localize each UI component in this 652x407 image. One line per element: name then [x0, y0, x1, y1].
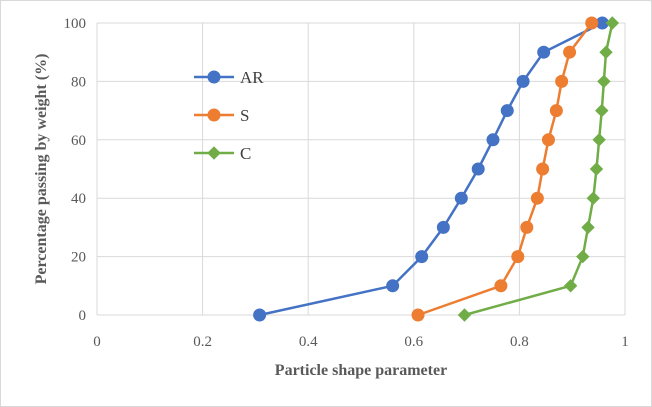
data-point-s	[536, 162, 550, 176]
data-point-c	[595, 103, 609, 118]
legend-marker	[207, 70, 221, 84]
x-tick-label: 0.4	[299, 334, 318, 350]
data-point-c	[605, 16, 620, 30]
tick-labels: 0 0.2 0.4 0.6 0.8 1 0 20 40 60 80 100	[64, 16, 629, 350]
series-ar	[253, 16, 609, 322]
data-point-ar	[486, 133, 500, 147]
data-point-c	[592, 133, 606, 147]
y-tick-label: 0	[79, 308, 87, 324]
data-point-s	[585, 16, 599, 30]
data-point-c	[597, 74, 611, 89]
data-point-s	[494, 279, 508, 293]
y-tick-label: 100	[64, 16, 87, 32]
data-point-c	[563, 279, 578, 293]
data-point-c	[581, 220, 595, 235]
data-point-ar	[500, 104, 514, 118]
series-line-ar	[259, 21, 603, 317]
x-tick-label: 0.8	[510, 334, 529, 350]
data-point-ar	[253, 308, 267, 322]
data-point-s	[541, 133, 555, 147]
x-axis-title: Particle shape parameter	[275, 362, 447, 379]
x-tick-label: 0.6	[404, 334, 423, 350]
data-point-c	[457, 308, 472, 322]
legend: AR SC	[194, 68, 264, 163]
data-point-s	[530, 191, 544, 205]
data-point-s	[555, 74, 569, 88]
data-point-ar	[415, 250, 429, 264]
data-point-s	[563, 45, 577, 59]
data-point-s	[520, 220, 534, 234]
series-s	[411, 16, 599, 322]
y-tick-label: 20	[71, 250, 86, 266]
data-point-s	[411, 308, 425, 322]
series-c	[457, 16, 620, 322]
data-point-ar	[516, 74, 530, 88]
legend-marker	[207, 108, 221, 122]
legend-label: S	[240, 106, 249, 125]
data-point-c	[589, 162, 604, 176]
y-axis-title: Percentage passing by weight (%)	[33, 54, 50, 285]
series-line-s	[417, 22, 593, 317]
data-point-ar	[454, 191, 468, 205]
y-tick-label: 40	[71, 191, 86, 207]
data-point-s	[511, 250, 525, 264]
legend-marker	[207, 146, 221, 160]
data-point-s	[549, 104, 563, 118]
data-point-c	[586, 191, 601, 205]
y-tick-label: 80	[71, 74, 86, 90]
legend-label: AR	[240, 68, 264, 87]
x-tick-label: 1	[621, 334, 629, 350]
data-point-ar	[537, 45, 551, 59]
legend-item-s: S	[194, 106, 249, 125]
y-tick-label: 60	[71, 133, 86, 149]
data-point-ar	[386, 279, 400, 293]
data-point-ar	[471, 162, 485, 176]
legend-label: C	[240, 144, 251, 163]
data-point-c	[599, 45, 613, 59]
x-tick-label: 0.2	[193, 334, 212, 350]
data-point-ar	[436, 220, 450, 234]
data-point-c	[576, 249, 590, 264]
legend-item-c: C	[194, 144, 251, 163]
legend-item-ar: AR	[194, 68, 264, 87]
x-tick-label: 0	[93, 334, 101, 350]
series-layer	[253, 16, 620, 322]
